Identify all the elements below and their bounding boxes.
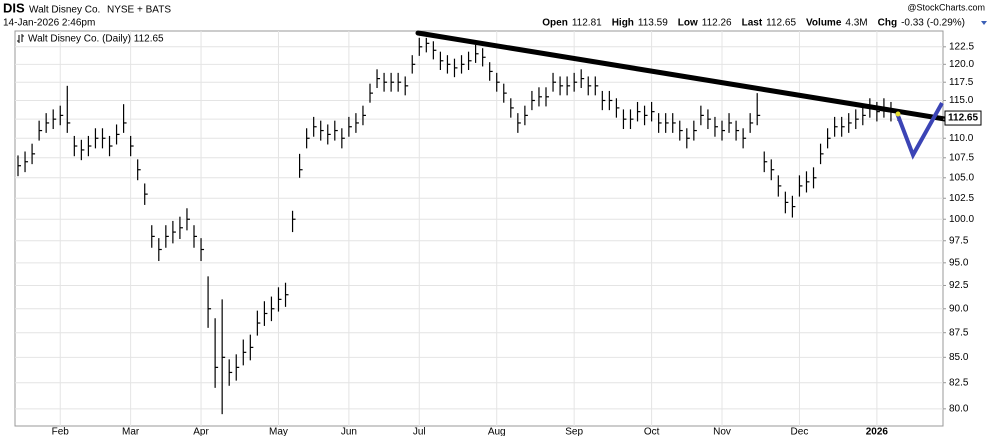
quote-label: Chg bbox=[878, 18, 897, 29]
source: @StockCharts.com bbox=[907, 2, 985, 12]
quote-label: Low bbox=[678, 18, 698, 29]
quote-label: Volume bbox=[806, 18, 842, 29]
last-marker bbox=[895, 111, 901, 117]
quote-label: High bbox=[612, 18, 634, 29]
x-tick-label: Mar bbox=[122, 427, 140, 436]
y-tick-label: 85.0 bbox=[949, 352, 969, 363]
quote-value: 112.65 bbox=[766, 18, 796, 29]
y-tick-label: 122.5 bbox=[949, 41, 974, 52]
last-price-box bbox=[944, 110, 982, 126]
y-tick-label: 105.0 bbox=[949, 172, 974, 183]
quote-arrow bbox=[981, 21, 987, 25]
y-tick-label: 82.5 bbox=[949, 377, 969, 388]
quote-value: 113.59 bbox=[638, 18, 668, 29]
x-tick-label: 2026 bbox=[866, 427, 889, 436]
y-tick-label: 95.0 bbox=[949, 257, 969, 268]
y-tick-label: 120.0 bbox=[949, 59, 974, 70]
quote-line: Open 112.81 High 113.59 Low 112.26 Last 112.65 V… bbox=[542, 18, 987, 29]
x-tick-label: Dec bbox=[791, 427, 809, 436]
x-tick-label: Jun bbox=[341, 427, 357, 436]
symbol: DIS bbox=[3, 0, 25, 15]
trend-line bbox=[415, 30, 960, 124]
quote-value: -0.33 (-0.29%) bbox=[901, 18, 965, 29]
legend-label: Walt Disney Co. (Daily) 112.65 bbox=[28, 34, 164, 45]
last-price: 112.65 bbox=[948, 113, 978, 124]
x-tick-label: Apr bbox=[193, 427, 209, 436]
y-tick-label: 90.0 bbox=[949, 303, 969, 314]
exchange: NYSE + BATS bbox=[107, 5, 171, 16]
x-tick-label: Feb bbox=[52, 427, 70, 436]
y-tick-label: 115.0 bbox=[949, 95, 974, 106]
y-tick-label: 100.0 bbox=[949, 214, 974, 225]
timestamp: 14-Jan-2026 2:46pm bbox=[3, 18, 95, 29]
legend-icon bbox=[17, 34, 24, 43]
x-tick-label: Nov bbox=[713, 427, 731, 436]
x-tick-label: Oct bbox=[644, 427, 660, 436]
quote-label: Last bbox=[742, 18, 763, 29]
y-tick-label: 117.5 bbox=[949, 77, 974, 88]
projection-v bbox=[895, 102, 944, 160]
y-tick-label: 87.5 bbox=[949, 327, 969, 338]
quote-label: Open bbox=[542, 18, 568, 29]
quote-value: 112.26 bbox=[702, 18, 732, 29]
company-name: Walt Disney Co. bbox=[29, 5, 100, 16]
y-tick-label: 80.0 bbox=[949, 403, 969, 414]
y-tick-label: 92.5 bbox=[949, 280, 969, 291]
x-tick-label: Jul bbox=[413, 427, 426, 436]
quote-value: 112.81 bbox=[572, 18, 602, 29]
x-tick-label: Aug bbox=[488, 427, 506, 436]
plot-frame bbox=[14, 30, 944, 427]
quote-value: 4.3M bbox=[845, 18, 867, 29]
y-tick-label: 97.5 bbox=[949, 235, 969, 246]
y-tick-label: 107.5 bbox=[949, 152, 974, 163]
x-tick-label: Sep bbox=[565, 427, 583, 436]
y-tick-label: 102.5 bbox=[949, 193, 974, 204]
y-tick-label: 110.0 bbox=[949, 133, 974, 144]
x-tick-label: May bbox=[269, 427, 288, 436]
